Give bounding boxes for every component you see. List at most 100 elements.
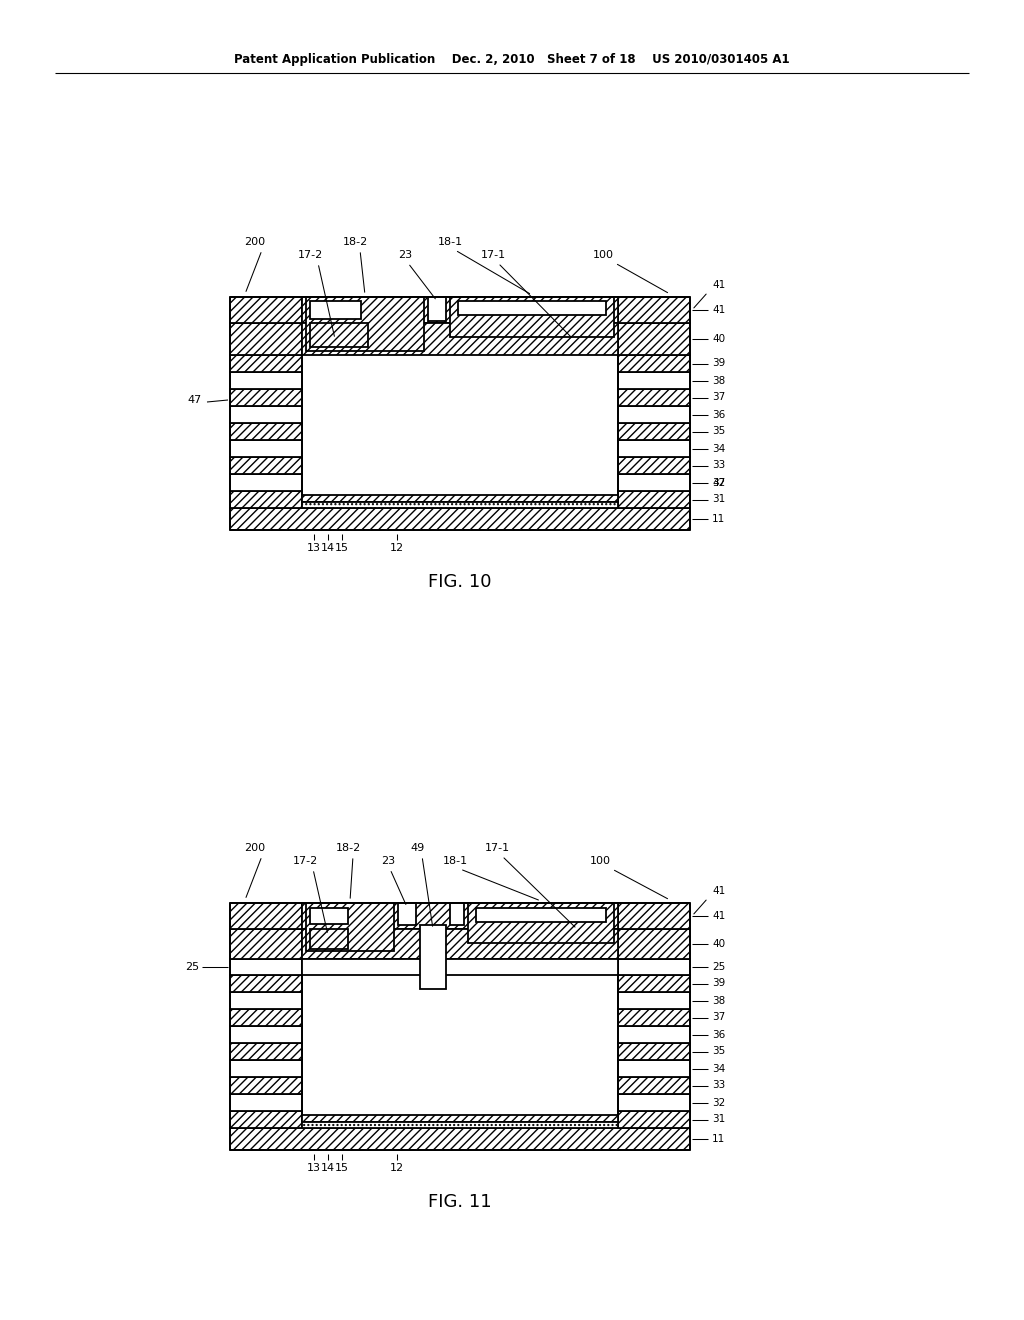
Bar <box>302 323 618 355</box>
Bar <box>302 903 618 929</box>
Bar <box>618 474 690 491</box>
Text: 31: 31 <box>712 495 725 504</box>
Bar <box>230 975 302 993</box>
Text: 31: 31 <box>712 1114 725 1125</box>
Bar <box>302 297 618 323</box>
Text: 15: 15 <box>335 1163 349 1173</box>
Text: 17-1: 17-1 <box>484 843 510 853</box>
Text: 17-1: 17-1 <box>480 249 506 260</box>
Bar <box>618 993 690 1008</box>
Text: 40: 40 <box>712 939 725 949</box>
Text: 100: 100 <box>590 855 610 866</box>
Bar <box>398 903 416 925</box>
Text: 35: 35 <box>712 426 725 437</box>
Bar <box>302 502 618 508</box>
Bar <box>230 1129 690 1150</box>
Bar <box>230 903 302 929</box>
Bar <box>230 1094 302 1111</box>
Bar <box>618 422 690 440</box>
Bar <box>230 1008 302 1026</box>
Bar <box>618 407 690 422</box>
Bar <box>230 372 302 389</box>
Bar <box>230 1043 302 1060</box>
Text: 17-2: 17-2 <box>297 249 323 260</box>
Text: 18-2: 18-2 <box>342 238 368 247</box>
Bar <box>450 903 464 925</box>
Text: 13: 13 <box>307 1163 321 1173</box>
Bar <box>302 355 618 495</box>
Text: 32: 32 <box>712 478 725 487</box>
Bar <box>618 1008 690 1026</box>
Text: 41: 41 <box>712 911 725 921</box>
Bar <box>230 297 302 323</box>
Text: 37: 37 <box>712 392 725 403</box>
Text: 36: 36 <box>712 1030 725 1040</box>
Text: 35: 35 <box>712 1047 725 1056</box>
Bar <box>230 508 690 531</box>
Text: 14: 14 <box>321 1163 335 1173</box>
Bar <box>618 457 690 474</box>
Bar <box>618 1043 690 1060</box>
Text: 15: 15 <box>335 543 349 553</box>
Text: 18-1: 18-1 <box>437 238 463 247</box>
Text: 37: 37 <box>712 1012 725 1023</box>
Bar <box>450 297 614 337</box>
Bar <box>618 1111 690 1129</box>
Text: 41: 41 <box>712 305 725 315</box>
Text: 34: 34 <box>712 444 725 454</box>
Bar <box>302 975 618 1115</box>
Bar <box>302 929 618 960</box>
Bar <box>476 908 606 921</box>
Bar <box>428 297 446 321</box>
Text: 34: 34 <box>712 1064 725 1073</box>
Bar <box>618 960 690 975</box>
Text: 200: 200 <box>245 843 265 853</box>
Text: 41: 41 <box>712 280 725 290</box>
Text: 12: 12 <box>390 543 404 553</box>
Bar <box>306 903 394 950</box>
Text: 23: 23 <box>381 855 395 866</box>
Bar <box>618 1094 690 1111</box>
Text: 38: 38 <box>712 995 725 1006</box>
Text: 39: 39 <box>712 359 725 368</box>
Bar <box>618 372 690 389</box>
Bar <box>618 491 690 508</box>
Text: 200: 200 <box>245 238 265 247</box>
Bar <box>310 929 348 949</box>
Bar <box>306 297 424 351</box>
Text: 18-2: 18-2 <box>336 843 360 853</box>
Bar <box>618 297 690 323</box>
Bar <box>230 929 302 960</box>
Text: 47: 47 <box>712 478 725 487</box>
Bar <box>618 440 690 457</box>
Text: Patent Application Publication    Dec. 2, 2010   Sheet 7 of 18    US 2010/030140: Patent Application Publication Dec. 2, 2… <box>234 54 790 66</box>
Bar <box>618 323 690 355</box>
Bar <box>302 495 618 502</box>
Text: 33: 33 <box>712 461 725 470</box>
Bar <box>618 975 690 993</box>
Text: FIG. 11: FIG. 11 <box>428 1193 492 1210</box>
Bar <box>302 1122 618 1129</box>
Text: 12: 12 <box>390 1163 404 1173</box>
Bar <box>618 389 690 407</box>
Bar <box>230 474 302 491</box>
Text: 47: 47 <box>187 395 202 405</box>
Text: 18-1: 18-1 <box>442 855 468 866</box>
Text: 23: 23 <box>398 249 412 260</box>
Text: 25: 25 <box>712 962 725 972</box>
Bar <box>310 323 368 347</box>
Bar <box>310 301 361 319</box>
Bar <box>230 323 302 355</box>
Bar <box>230 1111 302 1129</box>
Text: 25: 25 <box>185 962 199 972</box>
Bar <box>230 457 302 474</box>
Text: 49: 49 <box>411 843 425 853</box>
Bar <box>618 903 690 929</box>
Bar <box>420 925 446 989</box>
Text: 39: 39 <box>712 978 725 989</box>
Bar <box>230 440 302 457</box>
Bar <box>230 407 302 422</box>
Text: 14: 14 <box>321 543 335 553</box>
Bar <box>230 389 302 407</box>
Bar <box>310 908 348 924</box>
